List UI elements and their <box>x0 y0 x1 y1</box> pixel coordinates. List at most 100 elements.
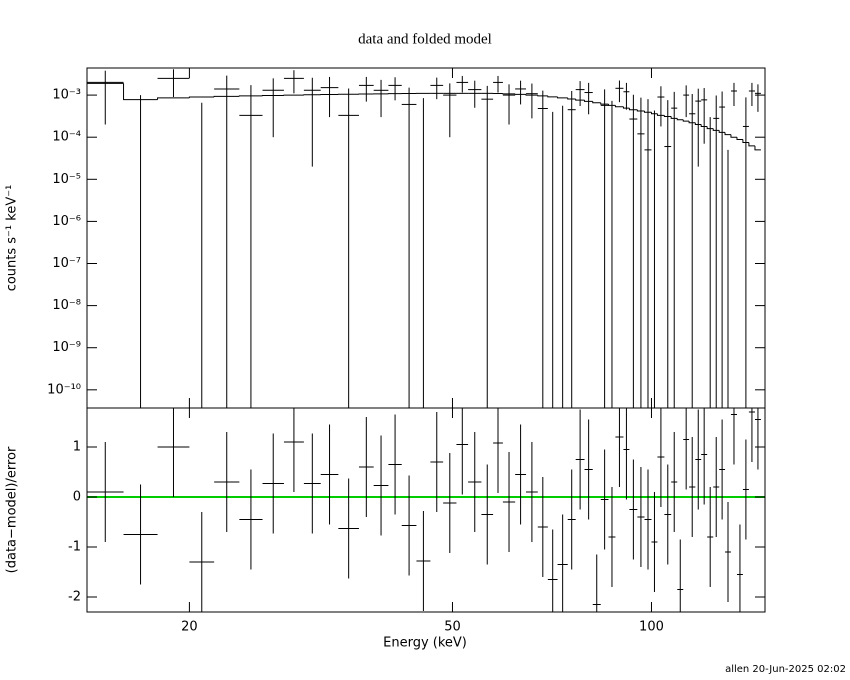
data-point <box>468 80 482 108</box>
model-step <box>706 126 714 130</box>
model-step <box>557 96 568 99</box>
data-point <box>730 408 737 465</box>
model-step <box>600 102 609 105</box>
data-point <box>303 77 321 167</box>
data-point <box>358 76 374 102</box>
model-step <box>622 106 630 109</box>
data-point <box>547 529 558 612</box>
model-step <box>682 119 690 122</box>
data-point <box>87 70 124 125</box>
data-point <box>537 90 548 408</box>
data-point <box>493 75 503 93</box>
data-point <box>701 408 708 505</box>
y-tick-label: 10⁻⁵ <box>52 172 81 187</box>
data-point <box>303 433 321 534</box>
data-point <box>502 84 516 125</box>
data-point <box>443 83 457 138</box>
data-point <box>283 408 304 492</box>
panel-frame <box>86 67 766 409</box>
y-tick-label: 10⁻⁸ <box>52 298 81 313</box>
model-step <box>688 121 696 124</box>
data-point <box>748 82 755 107</box>
y-tick-label: 10⁻¹⁰ <box>47 382 81 397</box>
data-point <box>644 99 652 408</box>
data-point <box>575 409 585 510</box>
data-point <box>689 94 696 408</box>
data-point <box>644 469 652 570</box>
y-tick-label: 10⁻⁴ <box>52 130 81 145</box>
data-point <box>748 408 755 462</box>
model-step <box>650 112 658 115</box>
x-tick-label: 50 <box>444 620 461 635</box>
data-point <box>526 83 538 119</box>
data-point <box>683 85 690 118</box>
data-point <box>262 433 284 534</box>
data-point <box>671 432 678 532</box>
data-point <box>430 77 444 100</box>
model-step <box>547 95 558 98</box>
data-point <box>600 449 609 550</box>
data-point <box>584 419 593 520</box>
data-point <box>651 492 658 592</box>
data-point <box>725 502 731 602</box>
footer: allen 20-Jun-2025 02:02 <box>725 664 846 675</box>
y-tick-label: -1 <box>68 540 81 555</box>
data-point <box>430 412 444 512</box>
chart-title: data and folded model <box>358 31 492 47</box>
y-tick-label: 0 <box>73 490 81 505</box>
data-point <box>338 88 359 408</box>
data-point <box>754 408 761 470</box>
data-point <box>671 91 678 408</box>
data-point <box>416 511 431 611</box>
data-point <box>608 487 616 587</box>
data-point <box>657 86 665 127</box>
data-point <box>713 437 720 537</box>
model-step <box>676 118 684 121</box>
data-point <box>600 89 609 408</box>
data-point <box>401 87 417 408</box>
y-tick-label: 10⁻⁷ <box>52 256 81 271</box>
data-point <box>742 439 749 540</box>
data-point <box>358 417 374 517</box>
data-point <box>189 512 215 612</box>
model-step <box>238 95 263 97</box>
data-point <box>388 77 402 101</box>
x-tick-label: 100 <box>639 620 664 635</box>
model-step <box>656 113 665 116</box>
model-step <box>718 130 726 133</box>
data-point <box>664 464 672 565</box>
data-point <box>701 88 708 144</box>
model-step <box>724 132 731 136</box>
data-point <box>736 524 743 612</box>
model-step <box>525 94 538 96</box>
data-point <box>615 408 624 487</box>
data-point <box>239 85 263 408</box>
model-step <box>213 95 240 98</box>
data-point <box>730 82 737 107</box>
data-point <box>456 75 469 93</box>
data-point <box>214 432 240 532</box>
model-step <box>700 124 708 127</box>
data-point <box>320 76 339 118</box>
data-point <box>707 487 714 587</box>
y-tick-label: -2 <box>68 590 81 605</box>
data-point <box>502 452 516 552</box>
data-point <box>214 75 240 408</box>
data-point <box>456 408 469 495</box>
model-step <box>628 108 638 111</box>
data-point <box>388 414 402 515</box>
data-point <box>695 88 702 167</box>
data-point <box>373 435 389 536</box>
panel-frame <box>86 407 766 613</box>
y-tick-label: 1 <box>73 440 81 455</box>
data-point <box>567 469 576 570</box>
data-point <box>637 97 645 408</box>
data-point <box>695 409 702 510</box>
data-point <box>557 514 568 612</box>
model-step <box>742 139 749 143</box>
y-axis-label: counts s⁻¹ keV⁻¹ <box>5 185 20 292</box>
model-step <box>537 95 548 97</box>
data-point <box>239 469 263 570</box>
plot-area <box>87 408 765 612</box>
